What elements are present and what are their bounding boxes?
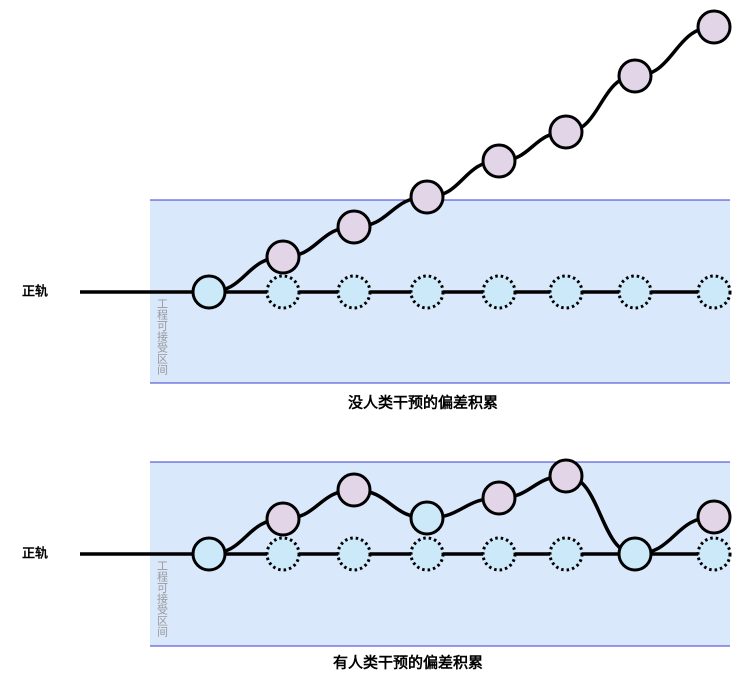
ideal-step (617, 274, 653, 310)
ideal-step (548, 274, 584, 310)
ideal-step (409, 536, 445, 572)
ideal-step (481, 274, 517, 310)
ideal-step (336, 274, 372, 310)
ideal-step (409, 274, 445, 310)
rail-label: 正轨 (22, 546, 48, 562)
panel-top: 正轨 工程可接受区间 没人类干预的偏差积累 (22, 9, 732, 412)
caption: 没人类干预的偏差积累 (348, 394, 498, 412)
drift-step (481, 480, 517, 516)
drift-step (265, 501, 301, 537)
rail-label: 正轨 (22, 284, 48, 300)
drift-step (481, 143, 517, 179)
ideal-step (548, 536, 584, 572)
drift-step (409, 179, 445, 215)
ideal-step (336, 536, 372, 572)
drift-step (336, 209, 372, 245)
drift-step (265, 239, 301, 275)
drift-step (617, 58, 653, 94)
nodes (191, 458, 732, 572)
zone-label: 工程可接受区间 (156, 560, 169, 638)
on-track-step (409, 500, 445, 536)
zone-label: 工程可接受区间 (156, 298, 169, 376)
ideal-step (696, 536, 732, 572)
caption: 有人类干预的偏差积累 (333, 654, 483, 672)
panel-bottom: 正轨 工程可接受区间 有人类干预的偏差积累 (22, 458, 732, 672)
ideal-step (265, 274, 301, 310)
drift-step (696, 499, 732, 535)
drift-step (696, 9, 732, 45)
ideal-step (696, 274, 732, 310)
drift-step (548, 458, 584, 494)
ideal-step (265, 536, 301, 572)
ideal-step (481, 536, 517, 572)
on-track-step (191, 274, 227, 310)
drift-step (336, 472, 372, 508)
nodes (191, 9, 732, 310)
on-track-step (617, 536, 653, 572)
drift-step (548, 114, 584, 150)
on-track-step (191, 536, 227, 572)
